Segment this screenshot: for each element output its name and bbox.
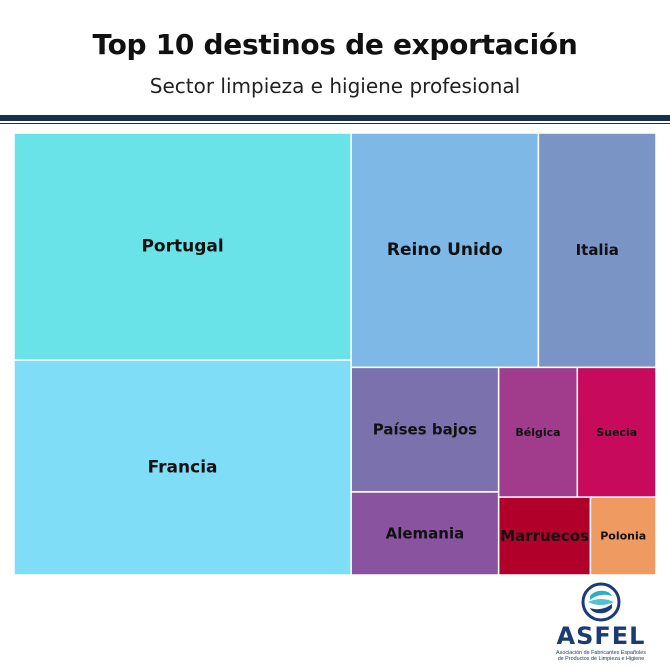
header-divider-thin — [0, 123, 670, 124]
asfel-logo: ASFEL Asociación de Fabricantes Españole… — [540, 582, 662, 664]
tile-suecia — [576, 366, 656, 498]
tile-portugal — [14, 133, 352, 361]
tile-label-alemania: Alemania — [386, 524, 465, 542]
tile-marruecos — [497, 496, 592, 575]
logo-tagline-line-2: de Productos de Limpieza e Higiene — [557, 656, 645, 662]
asfel-emblem-icon — [581, 582, 621, 622]
tile-francia — [14, 359, 352, 575]
logo-name: ASFEL — [556, 622, 646, 650]
logo-tagline: Asociación de Fabricantes Españoles de P… — [540, 650, 662, 662]
tile-label-marruecos: Marruecos — [500, 527, 589, 545]
tile-label-polonia: Polonia — [600, 530, 646, 543]
tile-label-suecia: Suecia — [596, 426, 637, 439]
treemap-chart: Portugal Francia Reino Unido Italia Países b… — [14, 133, 656, 575]
tile-paises-bajos — [350, 366, 500, 493]
tile-label-reino-unido: Reino Unido — [387, 240, 503, 260]
tile-label-italia: Italia — [576, 241, 619, 259]
header-divider — [0, 115, 670, 121]
chart-subtitle: Sector limpieza e higiene profesional — [149, 74, 521, 98]
logo-tagline-line-1: Asociación de Fabricantes Españoles — [556, 650, 646, 656]
tile-label-paises-bajos: Países bajos — [373, 421, 477, 439]
tile-italia — [537, 133, 656, 369]
tile-label-francia: Francia — [148, 458, 218, 478]
chart-title: Top 10 destinos de exportación — [92, 28, 578, 61]
tile-label-portugal: Portugal — [141, 237, 223, 257]
tile-belgica — [497, 366, 579, 498]
tile-label-belgica: Bélgica — [515, 426, 560, 439]
tile-polonia — [589, 496, 656, 575]
